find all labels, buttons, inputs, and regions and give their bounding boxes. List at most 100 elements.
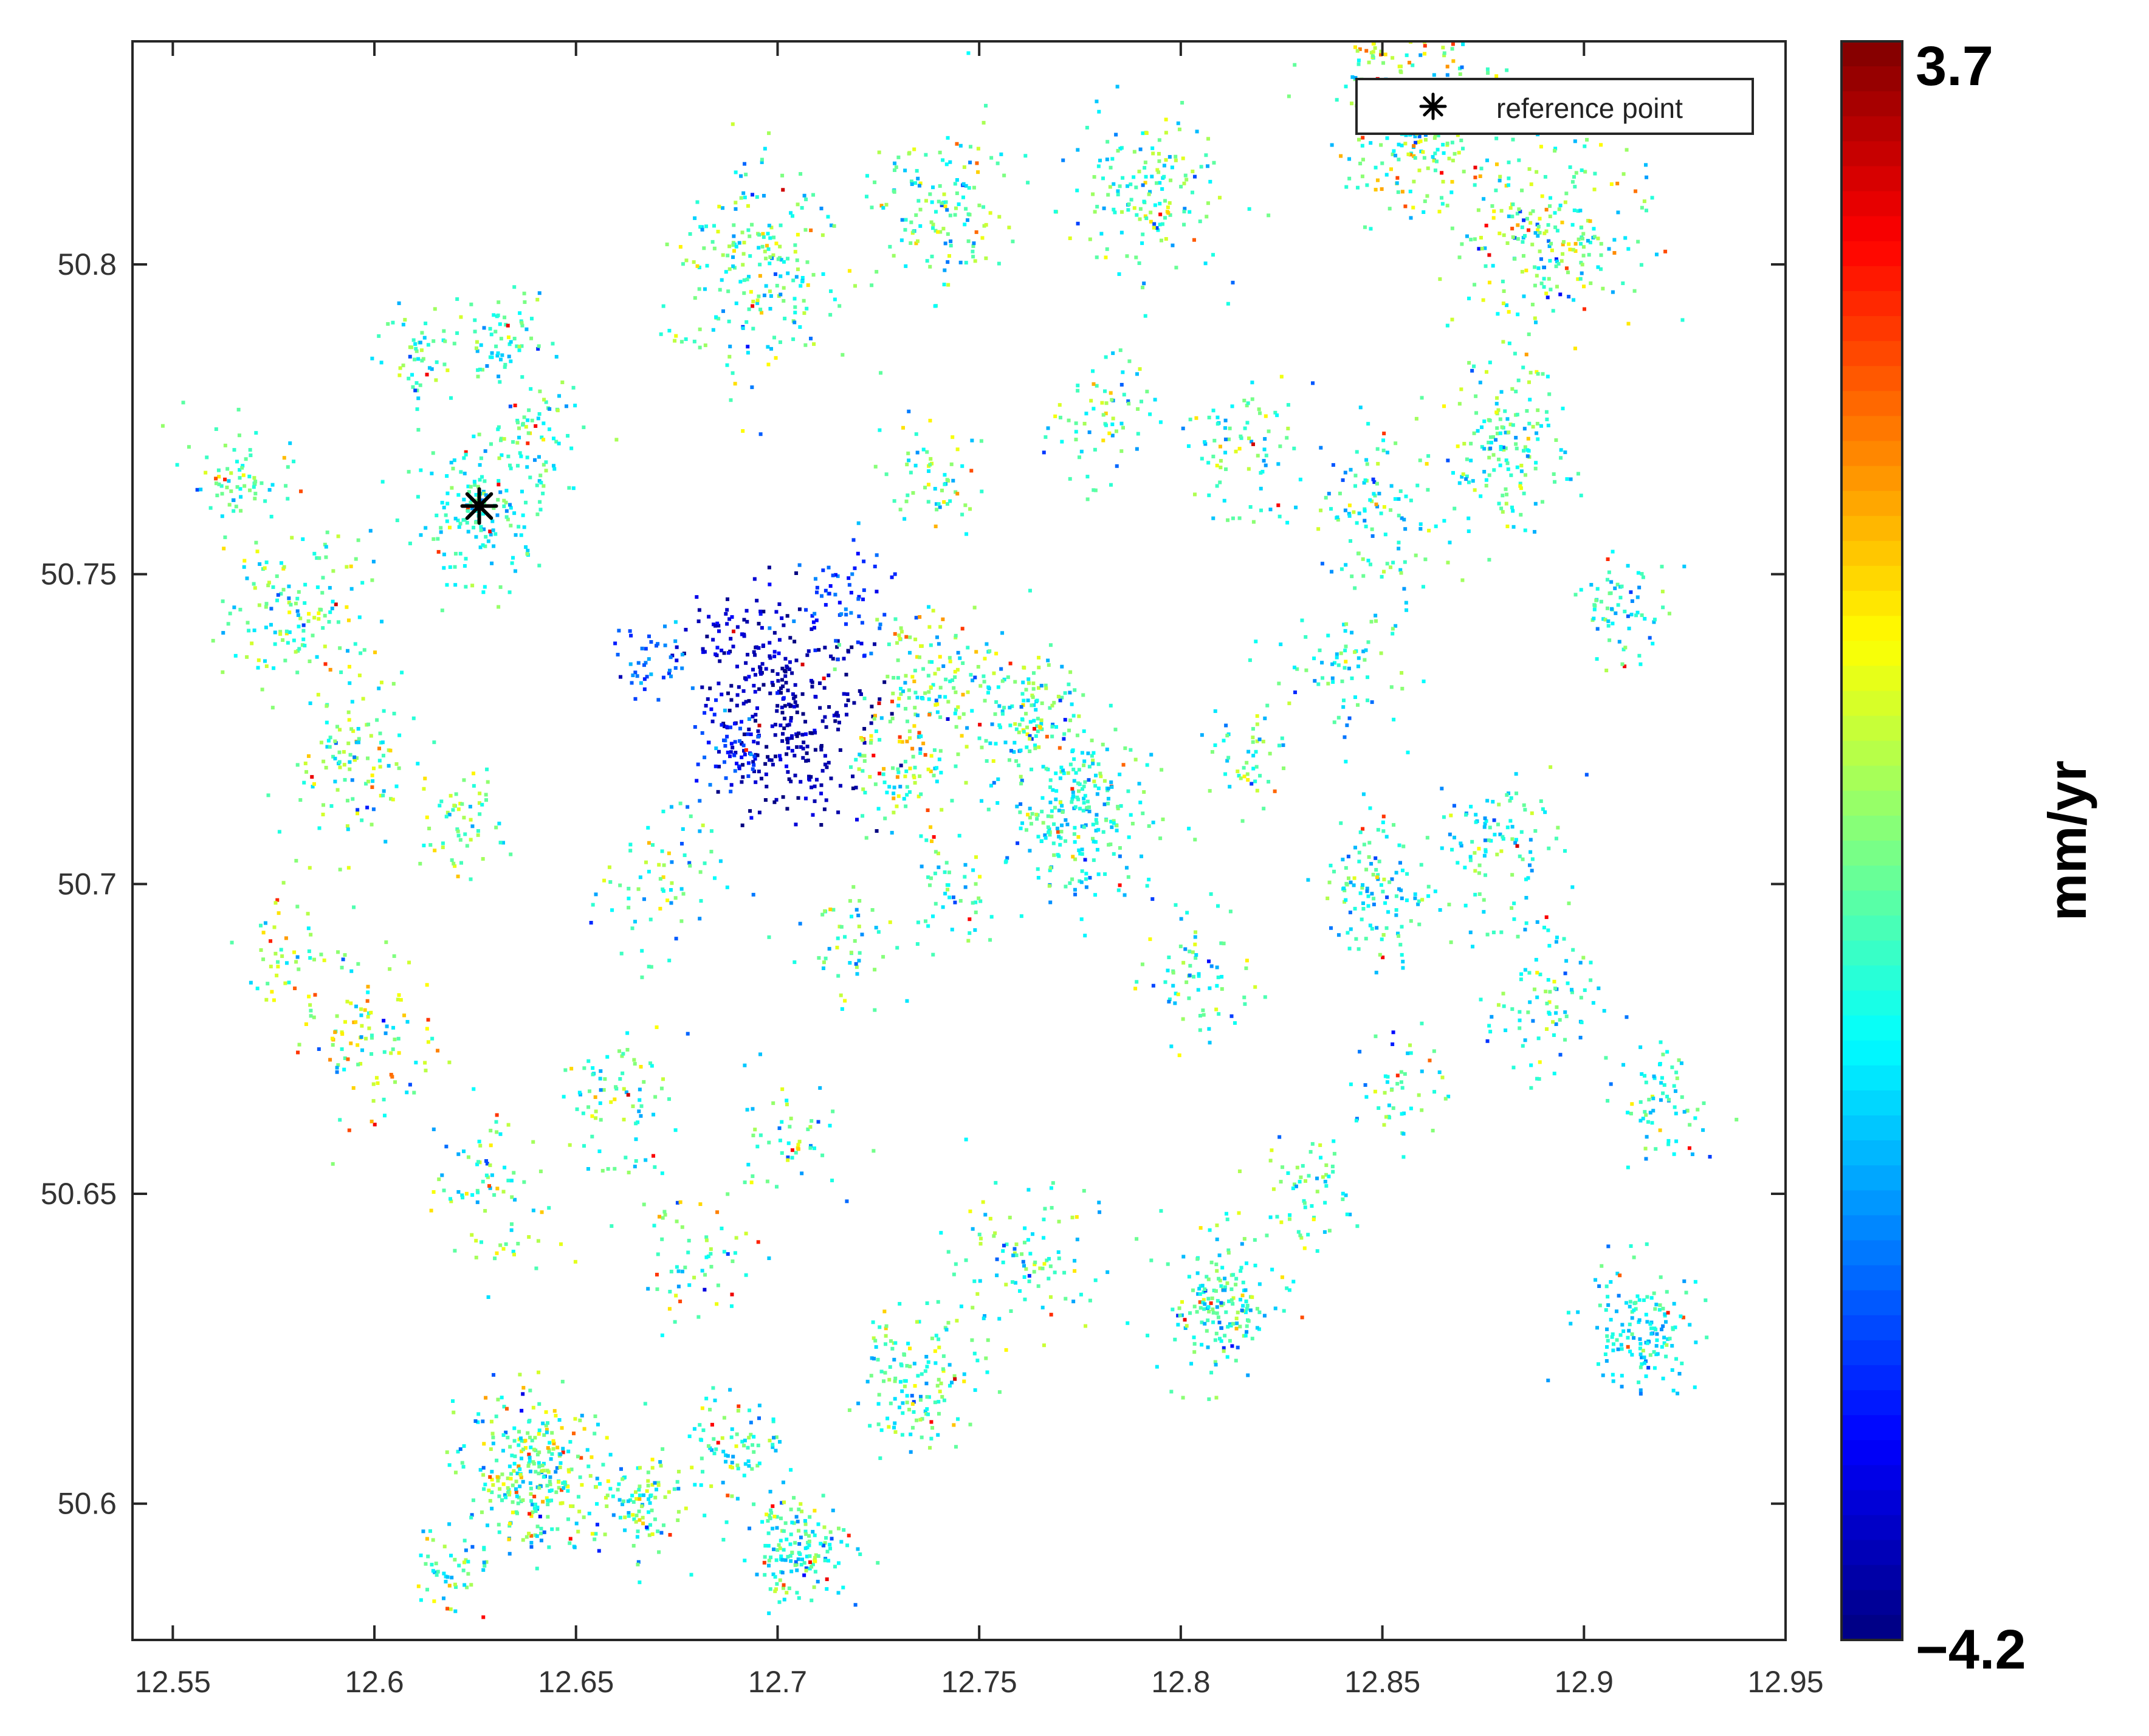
- scatter-point: [1478, 381, 1482, 385]
- scatter-point: [1074, 1215, 1079, 1219]
- scatter-point: [232, 448, 236, 452]
- scatter-point: [1356, 551, 1361, 556]
- scatter-point: [619, 675, 623, 679]
- scatter-point: [1210, 1296, 1214, 1300]
- scatter-point: [667, 669, 672, 673]
- scatter-point: [1063, 718, 1067, 722]
- scatter-point: [1462, 441, 1466, 446]
- scatter-point: [1223, 1285, 1227, 1289]
- scatter-point: [944, 200, 948, 204]
- scatter-point: [365, 999, 370, 1003]
- scatter-point: [1530, 243, 1535, 247]
- scatter-point: [1076, 797, 1081, 802]
- scatter-point: [707, 740, 711, 745]
- scatter-point: [1660, 590, 1665, 594]
- scatter-point: [739, 196, 743, 200]
- scatter-point: [1528, 398, 1532, 402]
- scatter-point: [382, 789, 386, 793]
- scatter-point: [475, 498, 479, 503]
- scatter-point: [531, 1208, 535, 1213]
- scatter-point: [577, 1509, 582, 1514]
- scatter-point: [1567, 294, 1571, 298]
- scatter-point: [630, 681, 634, 685]
- scatter-point: [461, 1465, 466, 1469]
- scatter-point: [586, 1464, 591, 1469]
- scatter-point: [1036, 1284, 1040, 1288]
- scatter-point: [1347, 514, 1352, 518]
- scatter-point: [1568, 165, 1572, 170]
- scatter-point: [546, 1515, 550, 1519]
- scatter-point: [977, 203, 982, 207]
- scatter-point: [752, 754, 757, 759]
- scatter-point: [932, 748, 937, 753]
- scatter-point: [699, 1483, 703, 1487]
- scatter-point: [1028, 1252, 1033, 1256]
- scatter-point: [321, 759, 326, 763]
- scatter-point: [1417, 134, 1422, 139]
- scatter-point: [1246, 401, 1250, 405]
- scatter-point: [797, 1596, 801, 1600]
- scatter-point: [760, 662, 765, 666]
- scatter-point: [1542, 266, 1547, 270]
- scatter-point: [859, 692, 863, 697]
- scatter-point: [1076, 781, 1081, 785]
- scatter-point: [929, 1420, 934, 1424]
- scatter-point: [440, 500, 444, 505]
- scatter-point: [287, 601, 291, 605]
- scatter-point: [416, 396, 421, 401]
- scatter-point: [1372, 30, 1375, 34]
- scatter-point: [1217, 1320, 1222, 1324]
- scatter-point: [426, 343, 430, 347]
- scatter-point: [1488, 360, 1492, 365]
- scatter-point: [833, 1565, 837, 1569]
- scatter-point: [462, 778, 466, 782]
- scatter-point: [1451, 59, 1456, 63]
- scatter-point: [1366, 422, 1370, 426]
- scatter-point: [1527, 167, 1532, 171]
- scatter-point: [1365, 462, 1369, 466]
- scatter-point: [964, 184, 968, 188]
- scatter-point: [501, 1482, 506, 1486]
- scatter-point: [731, 371, 735, 375]
- scatter-point: [721, 309, 726, 313]
- scatter-point: [981, 1200, 985, 1204]
- scatter-point: [1075, 795, 1079, 799]
- scatter-point: [1259, 486, 1263, 491]
- scatter-point: [944, 162, 949, 167]
- scatter-point: [789, 1559, 793, 1563]
- scatter-point: [416, 495, 420, 499]
- scatter-point: [605, 1055, 610, 1059]
- scatter-point: [1554, 257, 1558, 261]
- scatter-point: [789, 1468, 793, 1472]
- scatter-point: [934, 1334, 938, 1338]
- scatter-point: [630, 926, 634, 931]
- scatter-point: [414, 346, 418, 351]
- scatter-point: [693, 1483, 697, 1487]
- scatter-point: [1592, 187, 1597, 191]
- scatter-point: [804, 1566, 808, 1570]
- scatter-point: [1001, 1249, 1005, 1253]
- scatter-point: [1426, 30, 1429, 34]
- scatter-point: [860, 621, 864, 625]
- scatter-point: [855, 818, 859, 822]
- scatter-point: [647, 869, 651, 873]
- scatter-point: [1582, 307, 1586, 311]
- scatter-point: [705, 635, 709, 639]
- scatter-point: [1654, 252, 1659, 257]
- scatter-point: [1356, 58, 1361, 63]
- scatter-point: [850, 645, 854, 649]
- scatter-point: [927, 660, 932, 664]
- scatter-point: [1012, 750, 1016, 754]
- scatter-point: [803, 1522, 808, 1526]
- scatter-point: [309, 932, 313, 937]
- scatter-point: [896, 794, 901, 798]
- scatter-point: [267, 487, 272, 492]
- scatter-point: [366, 1011, 371, 1015]
- scatter-point: [1510, 387, 1515, 391]
- scatter-point: [819, 743, 823, 748]
- scatter-point: [782, 1500, 786, 1504]
- scatter-point: [488, 1163, 492, 1168]
- scatter-point: [956, 1417, 960, 1421]
- scatter-point: [1174, 266, 1178, 270]
- scatter-point: [692, 339, 696, 343]
